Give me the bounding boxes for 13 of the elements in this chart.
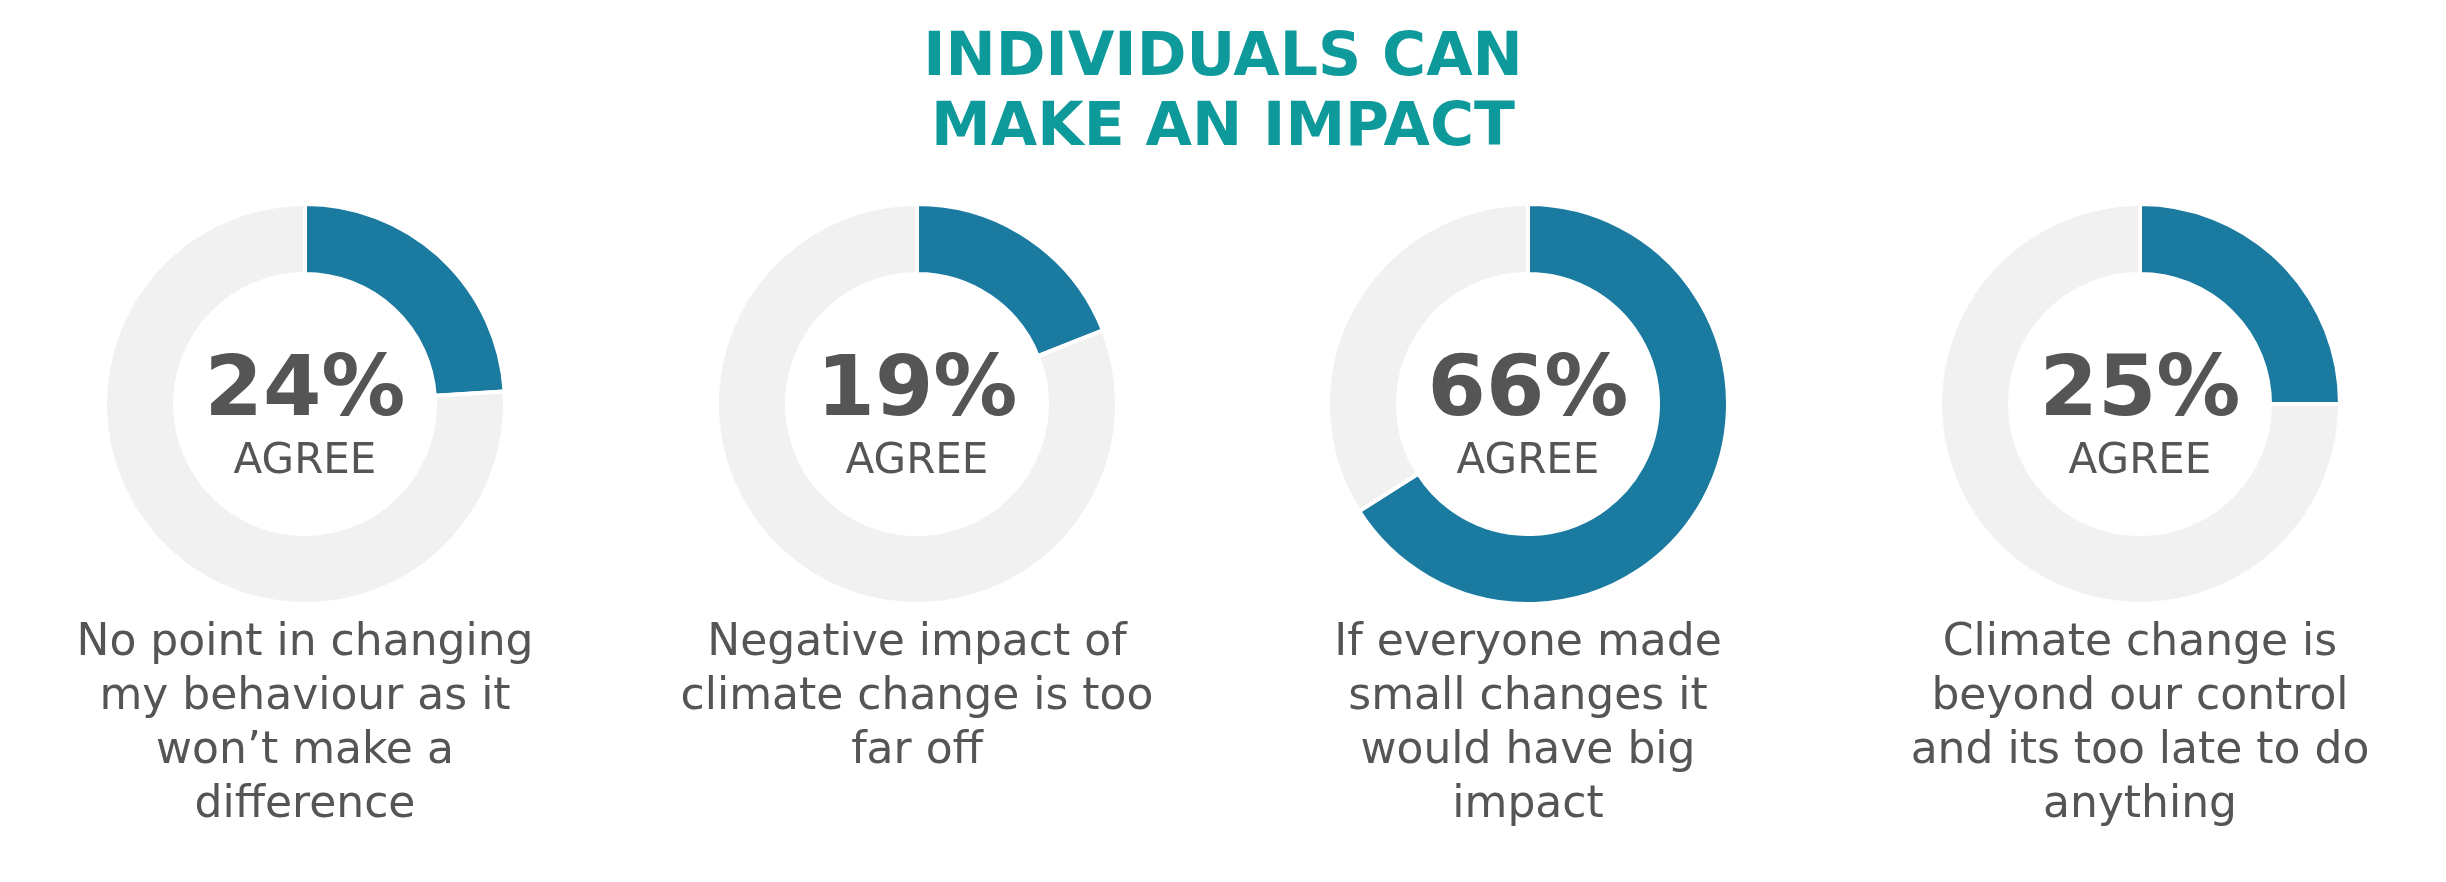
data-label: 24% [204, 337, 406, 435]
data-label: 66% [1427, 337, 1629, 435]
data-label: 25% [2038, 337, 2241, 435]
data-label: 19% [815, 337, 1018, 435]
slice-label: AGREE [845, 434, 988, 483]
text: INDIVIDUALS CAN MAKE AN IMPACT [923, 19, 1523, 159]
text: If everyone made small changes it would have big impact [1334, 614, 1722, 827]
text: No point in changing my behaviour as it won’t make a difference [76, 614, 534, 827]
slice-label: AGREE [1456, 434, 1600, 483]
text: Climate change is beyond our control and its too late to do anything [1910, 614, 2369, 827]
text: Negative impact of climate change is too far off [680, 614, 1153, 773]
slice-label: AGREE [2068, 434, 2211, 483]
slice-label: AGREE [233, 434, 377, 483]
